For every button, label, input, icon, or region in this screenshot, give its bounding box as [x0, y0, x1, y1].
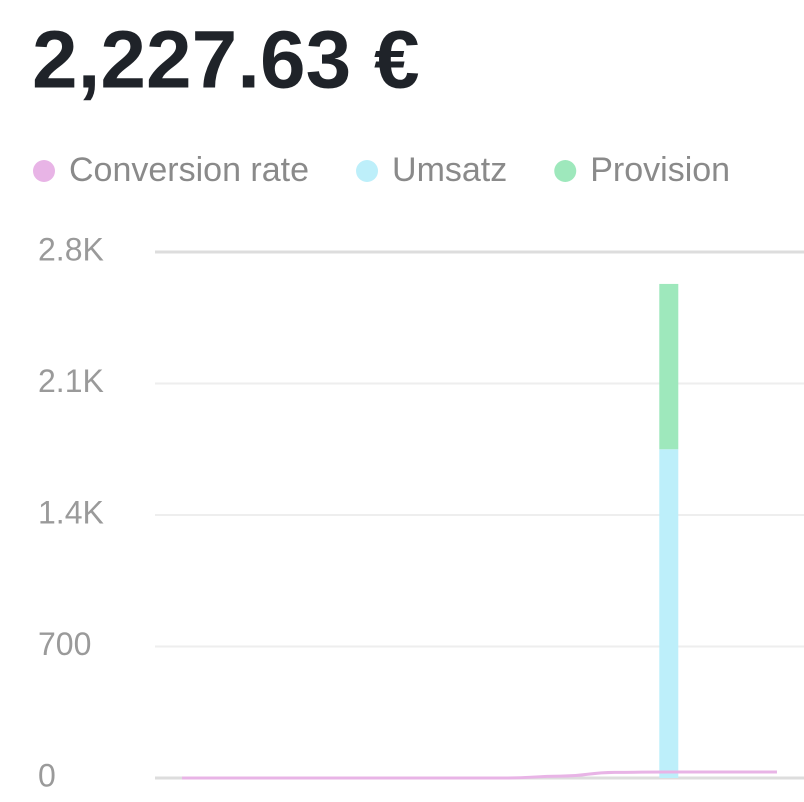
legend-label: Provision: [590, 151, 730, 189]
y-tick-label: 700: [38, 626, 91, 662]
legend-marker: [356, 160, 379, 182]
legend-marker: [554, 160, 577, 182]
legend-label: Umsatz: [392, 151, 507, 189]
chart-title: 2,227.63 €: [32, 15, 420, 106]
line: [182, 770, 777, 780]
bar: [659, 449, 679, 778]
y-tick-label: 2.1K: [38, 363, 104, 399]
y-tick-label: 1.4K: [38, 494, 104, 530]
y-tick-label: 2.8K: [38, 231, 104, 267]
legend-marker: [33, 160, 55, 182]
y-tick-label: 0: [38, 757, 56, 793]
legend-label: Conversion rate: [69, 151, 309, 189]
bar: [659, 283, 679, 450]
